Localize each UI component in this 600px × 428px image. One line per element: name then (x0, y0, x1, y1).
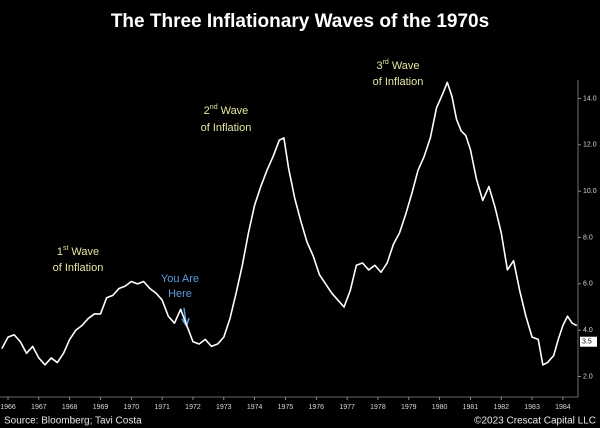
annotation-suffix: nd (210, 104, 218, 111)
source: Source: Bloomberg; Tavi Costa (4, 416, 142, 427)
annotation-word: Wave (71, 246, 99, 258)
x-tick-label: 1982 (493, 404, 509, 411)
chart-title: The Three Inflationary Waves of the 1970… (111, 11, 489, 32)
annotation-number: 2 (204, 105, 210, 117)
y-tick-label: 14.0 (583, 95, 597, 102)
x-tick-label: 1974 (247, 404, 263, 411)
end-label-box (580, 336, 597, 347)
x-tick-label: 1968 (62, 404, 78, 411)
y-tick-label: 10.0 (583, 188, 597, 195)
y-tick-label: 2.0 (583, 373, 593, 380)
x-tick-label: 1976 (308, 404, 324, 411)
y-tick-label: 6.0 (583, 281, 593, 288)
annotation: of Inflation (53, 262, 104, 274)
x-tick-label: 1967 (31, 404, 47, 411)
line-series (1, 81, 578, 366)
x-tick-label: 1973 (216, 404, 232, 411)
annotation: of Inflation (373, 76, 424, 88)
x-tick-label: 1984 (555, 404, 571, 411)
annotation: Here (168, 288, 192, 300)
end-label: 3.5 (582, 339, 592, 346)
annotation-suffix: rd (383, 59, 389, 66)
annotation: 1st Wave (57, 245, 99, 258)
y-tick-label: 4.0 (583, 327, 593, 334)
annotation: 2nd Wave (204, 104, 249, 117)
annotation-word: Wave (392, 60, 420, 72)
x-tick-label: 1980 (432, 404, 448, 411)
y-tick-label: 8.0 (583, 234, 593, 241)
x-tick-label: 1966 (0, 404, 16, 411)
annotation: 3rd Wave (376, 59, 419, 72)
x-tick-label: 1977 (339, 404, 355, 411)
x-tick-label: 1972 (185, 404, 201, 411)
annotation: You Are (161, 273, 199, 285)
annotation-suffix: st (63, 245, 69, 252)
x-tick-label: 1981 (463, 404, 479, 411)
x-tick-label: 1969 (93, 404, 109, 411)
y-tick-label: 12.0 (583, 142, 597, 149)
x-tick-label: 1970 (124, 404, 140, 411)
x-tick-label: 1975 (278, 404, 294, 411)
annotation-number: 3 (376, 60, 382, 72)
copyright: ©2023 Crescat Capital LLC (474, 416, 596, 427)
x-tick-label: 1983 (524, 404, 540, 411)
annotation: of Inflation (201, 122, 252, 134)
annotation-word: Wave (221, 105, 249, 117)
x-tick-label: 1978 (370, 404, 386, 411)
annotation-number: 1 (57, 246, 63, 258)
x-tick-label: 1971 (154, 404, 170, 411)
x-tick-label: 1979 (401, 404, 417, 411)
